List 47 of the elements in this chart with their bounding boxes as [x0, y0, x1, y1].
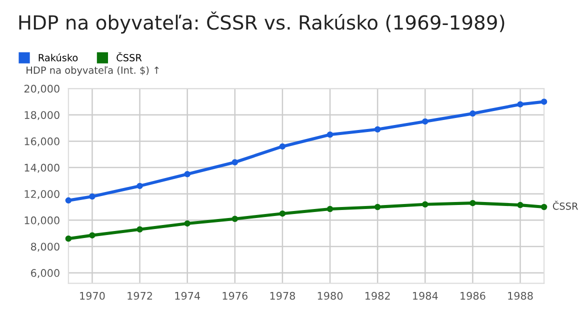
point [422, 118, 428, 125]
point [540, 98, 548, 105]
point [326, 131, 334, 138]
point [65, 197, 72, 204]
legend-label: Rakúsko [38, 53, 78, 62]
point [374, 204, 381, 210]
point [279, 143, 286, 150]
x-tick-label: 1972 [128, 292, 152, 300]
point [279, 210, 286, 217]
point [374, 126, 381, 132]
x-tick-label: 1974 [175, 292, 200, 300]
point [184, 170, 190, 178]
point [136, 226, 143, 233]
point [470, 110, 476, 117]
x-tick-label: 1970 [80, 292, 105, 300]
point [65, 235, 72, 242]
y-tick-label: 20,000 [24, 84, 60, 94]
x-tick-label: 1984 [413, 292, 438, 300]
point [232, 216, 238, 222]
point [136, 182, 143, 190]
annotation: ČSSR [552, 200, 578, 210]
point [232, 159, 238, 166]
x-tick-label: 1982 [365, 292, 390, 300]
y-tick-label: 6,000 [31, 269, 60, 278]
y-tick-label: 16,000 [24, 137, 60, 146]
point [422, 201, 428, 208]
point [89, 232, 96, 238]
y-tick-label: 14,000 [24, 164, 60, 173]
point [540, 204, 548, 210]
point [184, 220, 190, 227]
chart-title: HDP na obyvateľa: ČSSR vs. Rakúsko (1969-1989) [19, 12, 504, 34]
x-tick-label: 1980 [318, 292, 343, 300]
x-tick-label: 1978 [270, 292, 295, 300]
y-tick-label: 8,000 [30, 242, 60, 252]
x-tick-label: 1976 [222, 292, 248, 300]
y-tick-label: 10,000 [24, 216, 60, 226]
point [326, 206, 334, 212]
point [470, 200, 476, 206]
x-tick-label: 1988 [508, 292, 533, 300]
point [517, 202, 524, 208]
y-tick-label: 12,000 [24, 190, 60, 200]
point [89, 193, 96, 200]
x-tick-label: 1986 [460, 292, 486, 300]
legend-label: ČSSR [116, 52, 142, 62]
y-axis-title: HDP na obyvateľa (Int. $) ↑ [26, 66, 159, 76]
y-tick-label: 18,000 [24, 111, 60, 120]
point [517, 101, 524, 108]
